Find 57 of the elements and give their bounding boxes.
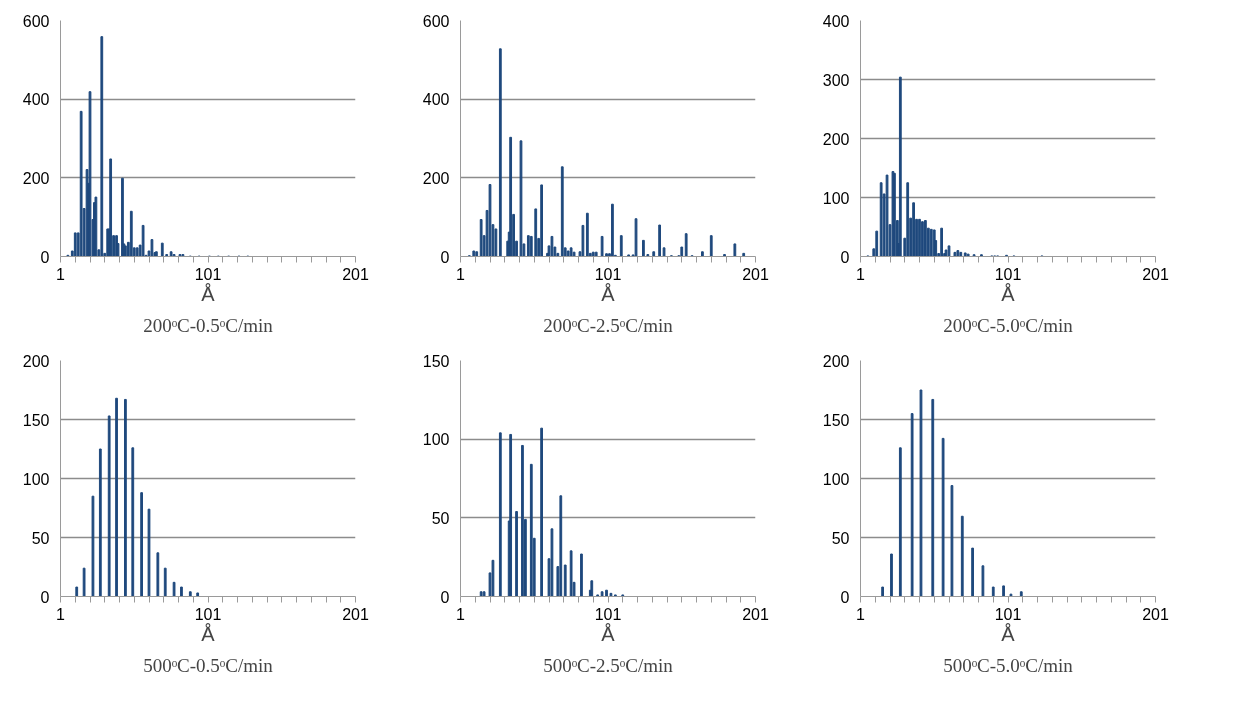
y-tick-label: 100 bbox=[22, 470, 50, 488]
y-tick-label: 200 bbox=[22, 169, 50, 187]
y-tick-label: 50 bbox=[431, 509, 450, 527]
x-tick-label: 101 bbox=[994, 265, 1022, 283]
y-tick-label: 600 bbox=[422, 12, 450, 30]
x-tick-label: 201 bbox=[342, 265, 369, 283]
y-tick-label: 150 bbox=[422, 352, 450, 370]
y-tick-label: 600 bbox=[22, 12, 50, 30]
y-tick-label: 0 bbox=[440, 588, 450, 606]
x-tick-label: 201 bbox=[742, 265, 769, 283]
text: 500ᵒC-2.5ᵒC/min bbox=[543, 654, 674, 676]
y-tick-label: 0 bbox=[840, 588, 850, 606]
y-tick-label: 200 bbox=[822, 130, 850, 148]
y-tick-label: 300 bbox=[822, 71, 850, 89]
y-tick-label: 100 bbox=[822, 470, 850, 488]
y-tick-label: 150 bbox=[22, 411, 50, 429]
x-tick-label: 1 bbox=[856, 605, 866, 623]
y-tick-label: 0 bbox=[40, 588, 50, 606]
x-tick-label: 1 bbox=[56, 605, 66, 623]
x-tick-label: 101 bbox=[194, 605, 222, 623]
x-tick-label: 1 bbox=[456, 605, 466, 623]
text: 200ᵒC-0.5ᵒC/min bbox=[143, 314, 274, 336]
y-tick-label: 200 bbox=[822, 352, 850, 370]
x-axis-title: Å bbox=[1001, 282, 1016, 305]
x-tick-label: 201 bbox=[342, 605, 369, 623]
x-axis-title: Å bbox=[201, 282, 216, 305]
text: 500ᵒC-0.5ᵒC/min bbox=[143, 654, 274, 676]
x-axis-title: Å bbox=[601, 622, 616, 645]
x-axis-title: Å bbox=[601, 282, 616, 305]
text: 200ᵒC-5.0ᵒC/min bbox=[943, 314, 1074, 336]
x-tick-label: 101 bbox=[994, 605, 1022, 623]
x-tick-label: 1 bbox=[56, 265, 66, 283]
x-axis-title: Å bbox=[1001, 622, 1016, 645]
x-tick-label: 201 bbox=[1142, 605, 1169, 623]
y-tick-label: 100 bbox=[422, 431, 450, 449]
y-tick-label: 400 bbox=[822, 12, 850, 30]
x-axis-title: Å bbox=[201, 622, 216, 645]
y-tick-label: 50 bbox=[31, 529, 50, 547]
y-tick-label: 400 bbox=[22, 91, 50, 109]
y-tick-label: 100 bbox=[822, 189, 850, 207]
y-tick-label: 150 bbox=[822, 411, 850, 429]
x-tick-label: 201 bbox=[742, 605, 769, 623]
y-tick-label: 0 bbox=[840, 248, 850, 266]
text: 500ᵒC-5.0ᵒC/min bbox=[943, 654, 1074, 676]
x-tick-label: 101 bbox=[594, 605, 622, 623]
y-tick-label: 0 bbox=[40, 248, 50, 266]
y-tick-label: 0 bbox=[440, 248, 450, 266]
y-tick-label: 200 bbox=[22, 352, 50, 370]
x-tick-label: 1 bbox=[856, 265, 866, 283]
y-tick-label: 200 bbox=[422, 169, 450, 187]
x-tick-label: 101 bbox=[594, 265, 622, 283]
y-tick-label: 400 bbox=[422, 91, 450, 109]
x-tick-label: 1 bbox=[456, 265, 466, 283]
y-tick-label: 50 bbox=[831, 529, 850, 547]
x-tick-label: 201 bbox=[1142, 265, 1169, 283]
text: 200ᵒC-2.5ᵒC/min bbox=[543, 314, 674, 336]
x-tick-label: 101 bbox=[194, 265, 222, 283]
